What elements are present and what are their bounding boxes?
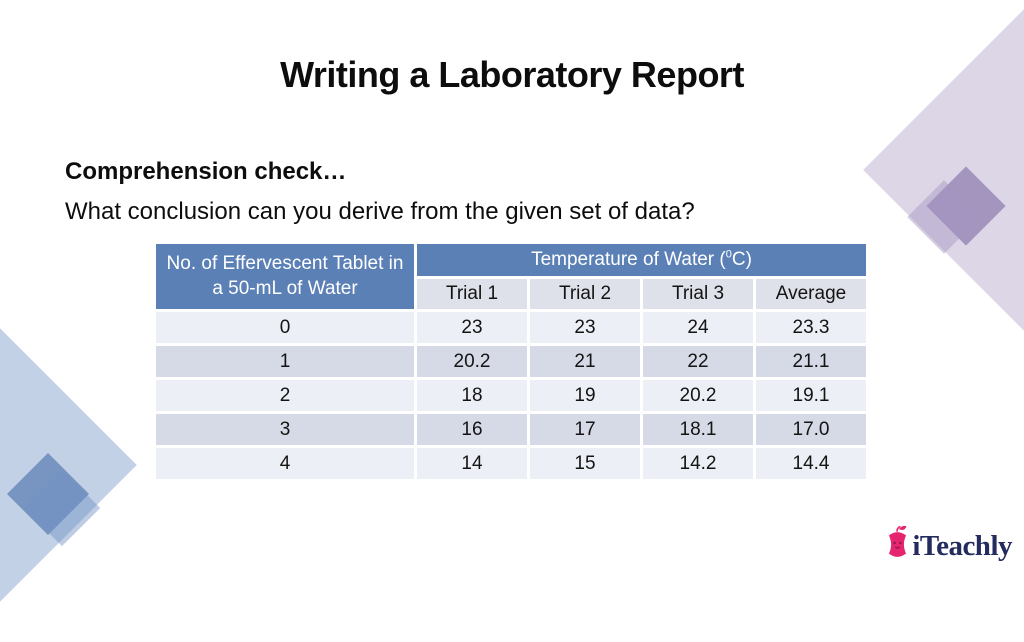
trial2-header: Trial 2 (530, 279, 640, 309)
trial3-cell: 18.1 (643, 414, 753, 445)
table-row: 1 20.2 21 22 21.1 (156, 346, 866, 377)
average-cell: 23.3 (756, 312, 866, 343)
tablet-count-cell: 4 (156, 448, 414, 479)
tablet-count-cell: 3 (156, 414, 414, 445)
temperature-header-prefix: Temperature of Water ( (531, 249, 726, 270)
temperature-data-table: No. of Effervescent Tablet in a 50-mL of… (153, 241, 869, 482)
trial3-cell: 14.2 (643, 448, 753, 479)
tablet-count-header: No. of Effervescent Tablet in a 50-mL of… (156, 244, 414, 309)
trial1-cell: 20.2 (417, 346, 527, 377)
trial3-header: Trial 3 (643, 279, 753, 309)
temperature-header-superscript: 0 (725, 248, 732, 261)
decor-diamond-top-right-large (863, 0, 1024, 347)
comprehension-heading: Comprehension check… (65, 158, 347, 185)
tablet-count-cell: 0 (156, 312, 414, 343)
trial2-cell: 21 (530, 346, 640, 377)
temperature-header-suffix: C) (731, 249, 752, 270)
trial2-cell: 23 (530, 312, 640, 343)
average-header: Average (756, 279, 866, 309)
trial1-cell: 16 (417, 414, 527, 445)
average-cell: 19.1 (756, 380, 866, 411)
average-cell: 14.4 (756, 448, 866, 479)
table-row: 2 18 19 20.2 19.1 (156, 380, 866, 411)
trial1-cell: 23 (417, 312, 527, 343)
question-text: What conclusion can you derive from the … (65, 198, 695, 225)
trial1-cell: 18 (417, 380, 527, 411)
table-row: 4 14 15 14.2 14.4 (156, 448, 866, 479)
trial3-cell: 24 (643, 312, 753, 343)
trial1-header: Trial 1 (417, 279, 527, 309)
page-title: Writing a Laboratory Report (280, 54, 744, 95)
apple-core-icon (886, 524, 909, 569)
trial2-cell: 19 (530, 380, 640, 411)
decor-diamond-bottom-left-large (0, 288, 137, 642)
trial1-cell: 14 (417, 448, 527, 479)
tablet-count-cell: 2 (156, 380, 414, 411)
average-cell: 21.1 (756, 346, 866, 377)
temperature-group-header: Temperature of Water (0C) (417, 244, 866, 276)
table-row: 3 16 17 18.1 17.0 (156, 414, 866, 445)
trial3-cell: 20.2 (643, 380, 753, 411)
trial3-cell: 22 (643, 346, 753, 377)
logo-text: iTeachly (912, 530, 1012, 562)
trial2-cell: 17 (530, 414, 640, 445)
trial2-cell: 15 (530, 448, 640, 479)
average-cell: 17.0 (756, 414, 866, 445)
table-row: 0 23 23 24 23.3 (156, 312, 866, 343)
tablet-count-cell: 1 (156, 346, 414, 377)
iteachly-logo: iTeachly (886, 524, 1012, 569)
